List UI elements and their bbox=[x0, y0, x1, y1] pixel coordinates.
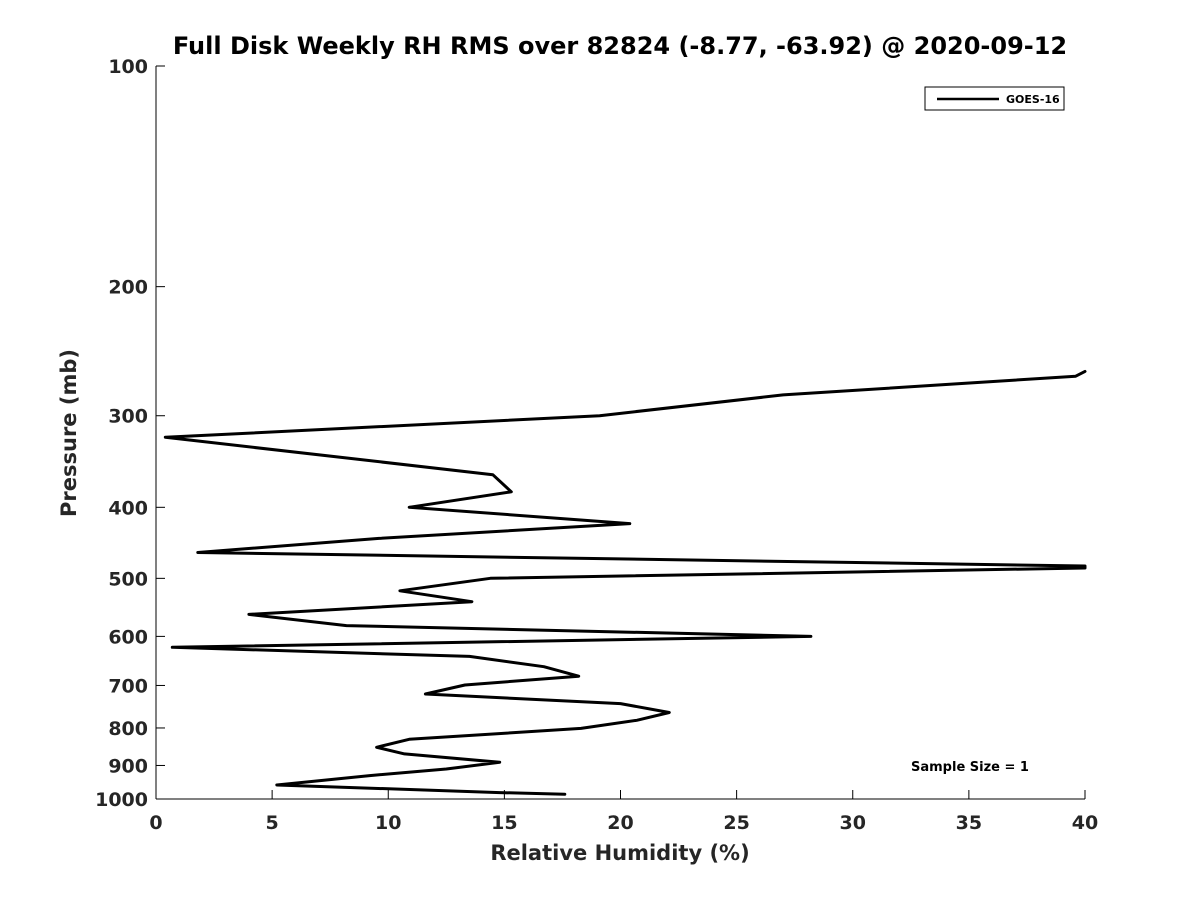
y-tick-label: 300 bbox=[108, 406, 148, 428]
y-tick-label: 800 bbox=[108, 718, 148, 740]
y-tick-label: 600 bbox=[108, 626, 148, 648]
y-tick-label: 700 bbox=[108, 675, 148, 697]
x-tick-label: 30 bbox=[840, 812, 866, 834]
x-tick-label: 40 bbox=[1072, 812, 1098, 834]
y-tick-label: 900 bbox=[108, 755, 148, 777]
y-axis-label: Pressure (mb) bbox=[57, 349, 81, 517]
x-axis-label: Relative Humidity (%) bbox=[490, 841, 749, 865]
x-tick-label: 15 bbox=[491, 812, 517, 834]
axes bbox=[155, 66, 1085, 800]
x-tick-label: 10 bbox=[375, 812, 401, 834]
chart-title: Full Disk Weekly RH RMS over 82824 (-8.7… bbox=[173, 32, 1067, 60]
sample-size-annotation: Sample Size = 1 bbox=[911, 760, 1029, 775]
y-tick-label: 500 bbox=[108, 568, 148, 590]
x-tick-label: 25 bbox=[723, 812, 749, 834]
series-line-goes-16 bbox=[163, 369, 1087, 796]
x-tick-label: 20 bbox=[607, 812, 633, 834]
y-ticks: 100 200 300 400 500 600 700 800 900 1000 bbox=[95, 56, 165, 811]
y-tick-label: 400 bbox=[108, 497, 148, 519]
y-tick-label: 100 bbox=[108, 56, 148, 78]
y-tick-label: 1000 bbox=[95, 789, 148, 811]
x-ticks: 0 5 10 15 20 25 30 35 40 bbox=[149, 790, 1098, 834]
x-tick-label: 35 bbox=[956, 812, 982, 834]
x-tick-label: 5 bbox=[266, 812, 279, 834]
x-tick-label: 0 bbox=[149, 812, 162, 834]
series-layer bbox=[163, 369, 1087, 796]
y-tick-label: 200 bbox=[108, 277, 148, 299]
legend-label-goes-16: GOES-16 bbox=[1006, 93, 1060, 106]
legend: GOES-16 bbox=[924, 86, 1065, 111]
